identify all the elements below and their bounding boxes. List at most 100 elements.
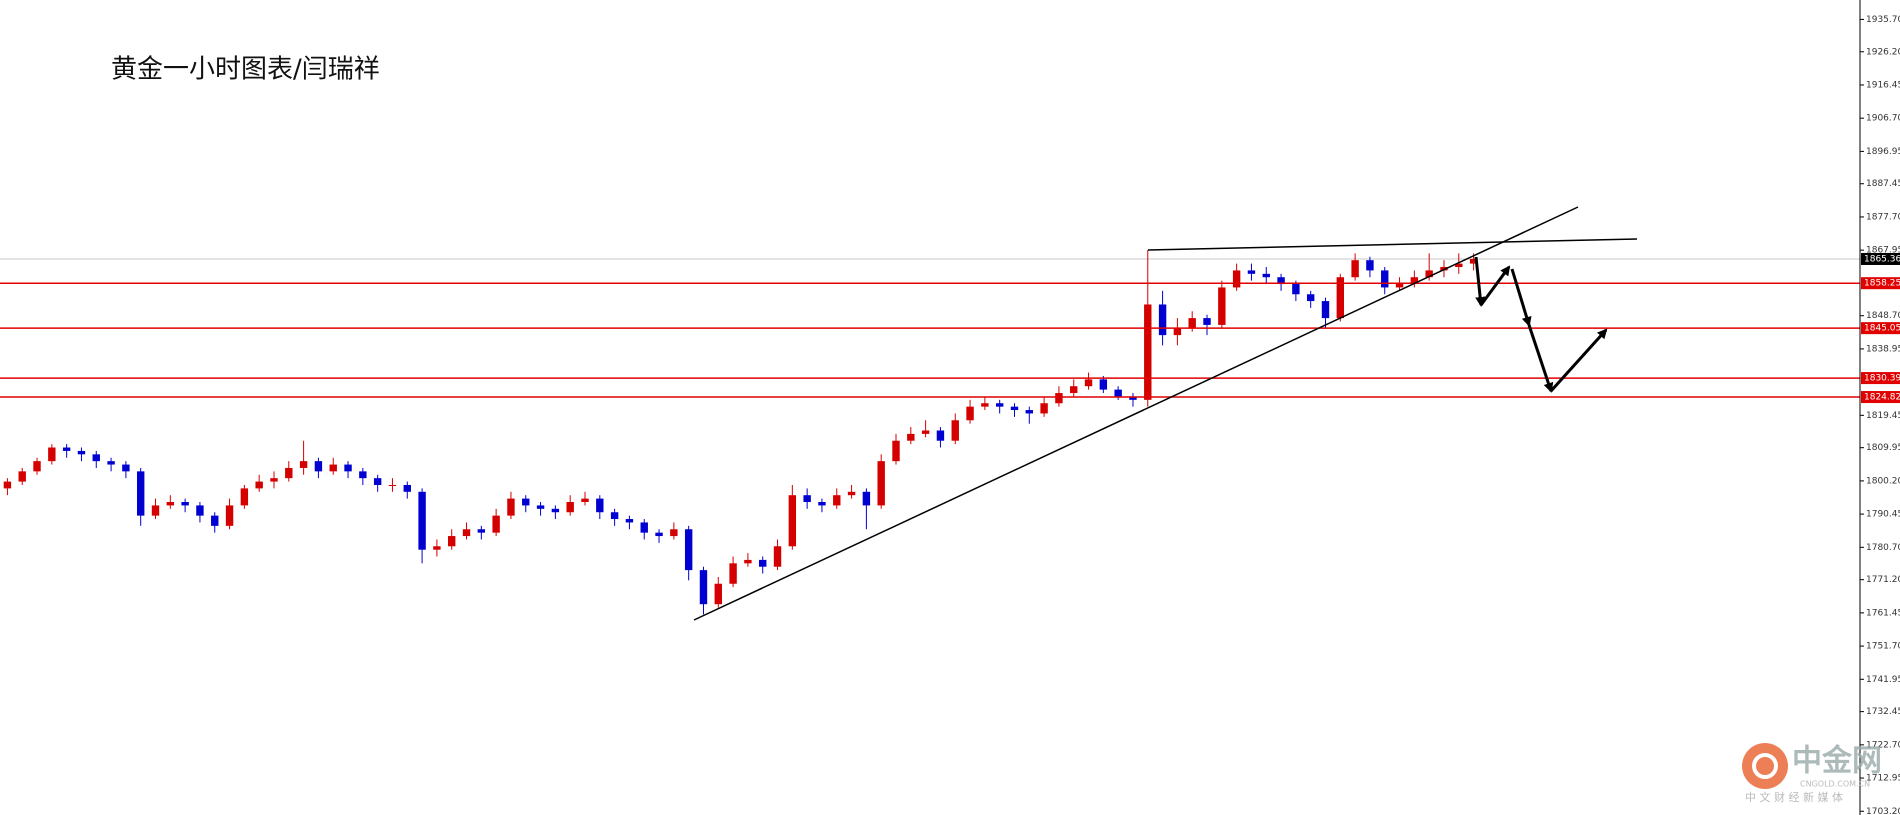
candle-body xyxy=(344,464,352,472)
candle-body xyxy=(1440,267,1448,271)
candle-body xyxy=(773,546,782,567)
slogan: 中 文 财 经 新 媒 体 xyxy=(1745,790,1843,804)
candle-body xyxy=(803,495,811,503)
candle-body xyxy=(196,505,204,516)
y-tick-label: 1732.45 xyxy=(1866,707,1900,717)
candle-body xyxy=(1395,284,1404,288)
arrow xyxy=(1549,328,1608,393)
candle-body xyxy=(877,461,885,506)
level-box xyxy=(1861,391,1900,404)
candle-body xyxy=(1366,260,1374,271)
candle-body xyxy=(1321,301,1330,319)
candle-body xyxy=(477,529,486,533)
level-box xyxy=(1861,322,1900,335)
logo-mark xyxy=(1752,753,1778,779)
candle-body xyxy=(788,495,797,547)
candle-body xyxy=(1040,403,1048,414)
candle-body xyxy=(1218,287,1226,325)
y-tick-label: 1926.20 xyxy=(1866,47,1900,57)
candle-body xyxy=(151,505,160,516)
arrow xyxy=(1527,324,1554,393)
level-box xyxy=(1861,277,1900,290)
candle-body xyxy=(1247,270,1256,274)
candle-body xyxy=(314,461,323,472)
candle-body xyxy=(966,406,974,421)
level-box xyxy=(1861,372,1900,385)
candles xyxy=(3,249,1478,615)
candle-body xyxy=(181,502,189,506)
candle-body xyxy=(433,546,441,550)
candle-body xyxy=(1099,379,1108,390)
candle-body xyxy=(596,498,604,513)
candle-body xyxy=(907,433,915,441)
candle-body xyxy=(1336,277,1345,319)
candle-body xyxy=(3,481,12,489)
logo xyxy=(1742,743,1788,789)
candle-body xyxy=(995,403,1004,407)
y-tick-label: 1896.95 xyxy=(1866,147,1900,157)
level-label: 1858.25 xyxy=(1864,279,1900,289)
candle-body xyxy=(1173,328,1182,336)
candle-body xyxy=(403,484,411,492)
candle-body xyxy=(373,478,382,485)
candle-body xyxy=(1351,260,1359,278)
y-tick-label: 1741.95 xyxy=(1866,675,1900,685)
candle-body xyxy=(462,529,471,537)
candle-body xyxy=(270,478,278,482)
candle-body xyxy=(759,559,767,567)
candle-body xyxy=(1188,318,1196,329)
candle-body xyxy=(1455,263,1463,268)
candle-body xyxy=(33,461,41,472)
candle-body xyxy=(122,464,130,472)
candle-body xyxy=(536,505,545,509)
candle-body xyxy=(1381,270,1389,288)
candle-body xyxy=(1469,258,1478,264)
candle-body xyxy=(670,529,678,537)
candle-body xyxy=(921,430,930,434)
y-tick-label: 1712.95 xyxy=(1866,774,1900,784)
arrow xyxy=(1479,265,1511,306)
domain: CNGOLD.COM.CN xyxy=(1800,780,1870,789)
candle-body xyxy=(62,447,71,451)
y-tick-label: 1703.20 xyxy=(1866,807,1900,815)
candle-body xyxy=(699,570,708,605)
candle-body xyxy=(1010,406,1019,411)
candle-body xyxy=(936,430,945,441)
candle-body xyxy=(1203,318,1211,325)
candle-body xyxy=(329,464,337,472)
y-tick-label: 1887.45 xyxy=(1866,179,1900,189)
candle-body xyxy=(1232,270,1241,288)
level-label: 1845.05 xyxy=(1864,324,1900,334)
candle-body xyxy=(610,512,619,520)
candle-body xyxy=(285,467,293,479)
candle-body xyxy=(1055,393,1063,404)
candle-body xyxy=(48,447,56,462)
candle-body xyxy=(1114,389,1122,397)
candle-body xyxy=(136,471,145,516)
chart-title: 黄金一小时图表/闫瑞祥 xyxy=(111,55,380,85)
level-label: 1824.82 xyxy=(1864,393,1900,403)
y-tick-label: 1751.70 xyxy=(1866,642,1900,652)
candle-body xyxy=(1025,410,1033,414)
candle-body xyxy=(1277,277,1285,285)
candle-body xyxy=(847,491,856,496)
candle-body xyxy=(655,532,663,537)
candle-body xyxy=(299,461,308,468)
candle-body xyxy=(566,502,574,513)
price-axis-labels: 1935.70 1926.20 1916.45 1906.70 1896.95 1887.… xyxy=(1860,15,1900,815)
y-tick-label: 1771.20 xyxy=(1866,575,1900,585)
candle-body xyxy=(1292,284,1300,295)
candle-body xyxy=(1262,273,1270,278)
candle-body xyxy=(388,484,397,486)
candle-body xyxy=(448,536,456,547)
arrow xyxy=(1510,268,1532,327)
y-tick-label: 1819.45 xyxy=(1866,411,1900,421)
candle-body xyxy=(951,420,959,441)
y-tick-label: 1867.95 xyxy=(1866,246,1900,256)
candle-body xyxy=(1306,294,1315,302)
candle-body xyxy=(684,529,693,571)
candle-body xyxy=(492,515,500,533)
y-tick-label: 1722.70 xyxy=(1866,740,1900,750)
y-tick-label: 1877.70 xyxy=(1866,212,1900,222)
candle-body xyxy=(1425,270,1433,278)
